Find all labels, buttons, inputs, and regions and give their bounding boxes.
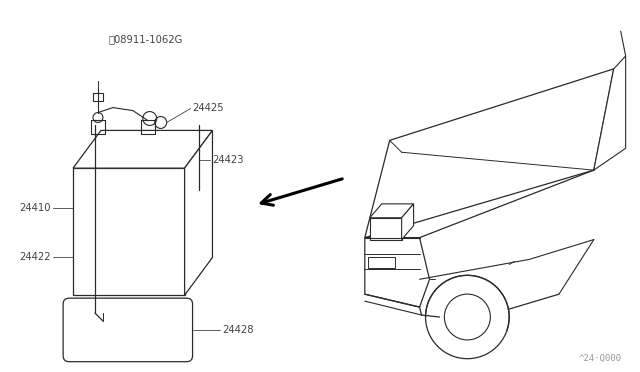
Polygon shape <box>73 131 212 168</box>
Polygon shape <box>370 204 413 218</box>
Polygon shape <box>365 238 429 307</box>
Polygon shape <box>402 204 413 240</box>
Polygon shape <box>365 69 614 238</box>
FancyBboxPatch shape <box>93 93 103 101</box>
FancyBboxPatch shape <box>63 298 193 362</box>
Polygon shape <box>594 56 626 170</box>
Polygon shape <box>370 218 402 240</box>
Text: 24422: 24422 <box>20 253 51 263</box>
Text: 24428: 24428 <box>223 325 254 335</box>
Text: 24423: 24423 <box>212 155 244 165</box>
Polygon shape <box>368 257 395 268</box>
Polygon shape <box>184 131 212 295</box>
Polygon shape <box>73 168 184 295</box>
Text: 24425: 24425 <box>193 103 224 113</box>
Text: 24410: 24410 <box>20 203 51 213</box>
Text: ^24·Q000: ^24·Q000 <box>579 354 622 363</box>
Text: ⓝ08911-1062G: ⓝ08911-1062G <box>109 34 183 44</box>
